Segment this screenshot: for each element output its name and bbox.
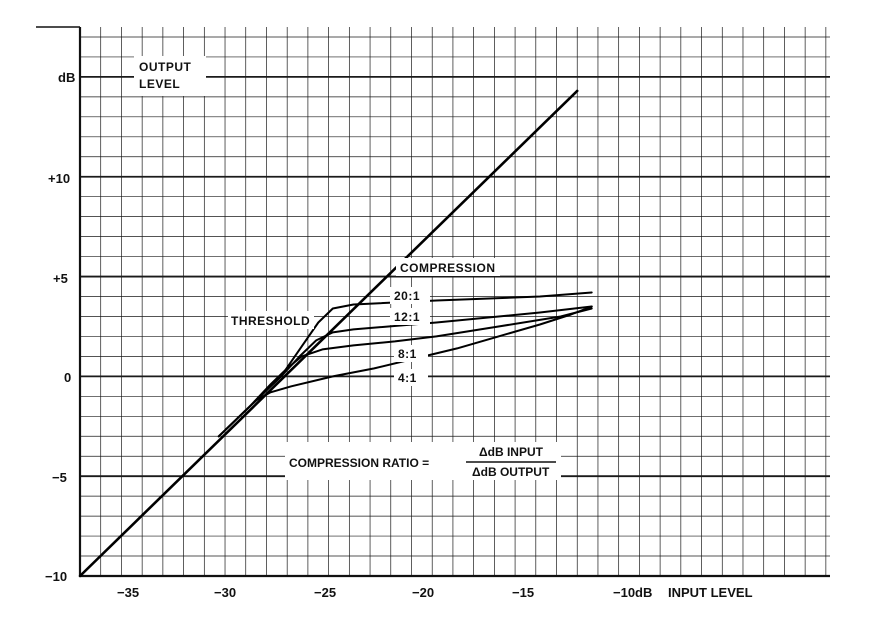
ratio-label-8-1: 8:1 (398, 347, 417, 361)
ratio-4-box (394, 369, 428, 386)
x-tick-label: −15 (512, 585, 534, 600)
compression-label-box (396, 258, 500, 276)
y-title-line-2: LEVEL (139, 77, 180, 91)
compression-label: COMPRESSION (400, 261, 496, 275)
x-tick-label: −25 (314, 585, 336, 600)
y-title-line-1: OUTPUT (139, 60, 192, 74)
ratio-12-box (390, 308, 430, 325)
ratio-label-20-1: 20:1 (394, 289, 420, 303)
formula-numerator: ΔdB INPUT (479, 445, 544, 459)
ratio-8-box (394, 345, 428, 362)
x-tick-label: −10dB (613, 585, 652, 600)
formula-lhs: COMPRESSION RATIO = (289, 456, 429, 470)
graph-paper-grid (78, 27, 830, 578)
y-tick-label: +5 (53, 271, 68, 286)
x-axis-title: INPUT LEVEL (668, 585, 753, 600)
ratio-20-box (390, 287, 430, 304)
threshold-label: THRESHOLD (231, 314, 310, 328)
x-tick-label: −30 (214, 585, 236, 600)
y-tick-label: −5 (52, 470, 67, 485)
series-line-12-1 (217, 305, 593, 438)
y-tick-label: 0 (64, 370, 71, 385)
formula-box (285, 442, 561, 480)
x-tick-label: −35 (117, 585, 139, 600)
series-line-8-1 (217, 307, 593, 438)
threshold-label-box (228, 311, 314, 329)
series-layer (78, 89, 593, 578)
y-unit-label: dB (58, 70, 75, 85)
y-title-box (134, 56, 206, 96)
ratio-label-4-1: 4:1 (398, 371, 417, 385)
y-tick-label: +10 (48, 171, 70, 186)
y-tick-label: −10 (45, 569, 67, 584)
ratio-label-12-1: 12:1 (394, 310, 420, 324)
series-line-4-1 (217, 305, 593, 438)
x-tick-label: −20 (412, 585, 434, 600)
formula-denominator: ΔdB OUTPUT (472, 465, 550, 479)
